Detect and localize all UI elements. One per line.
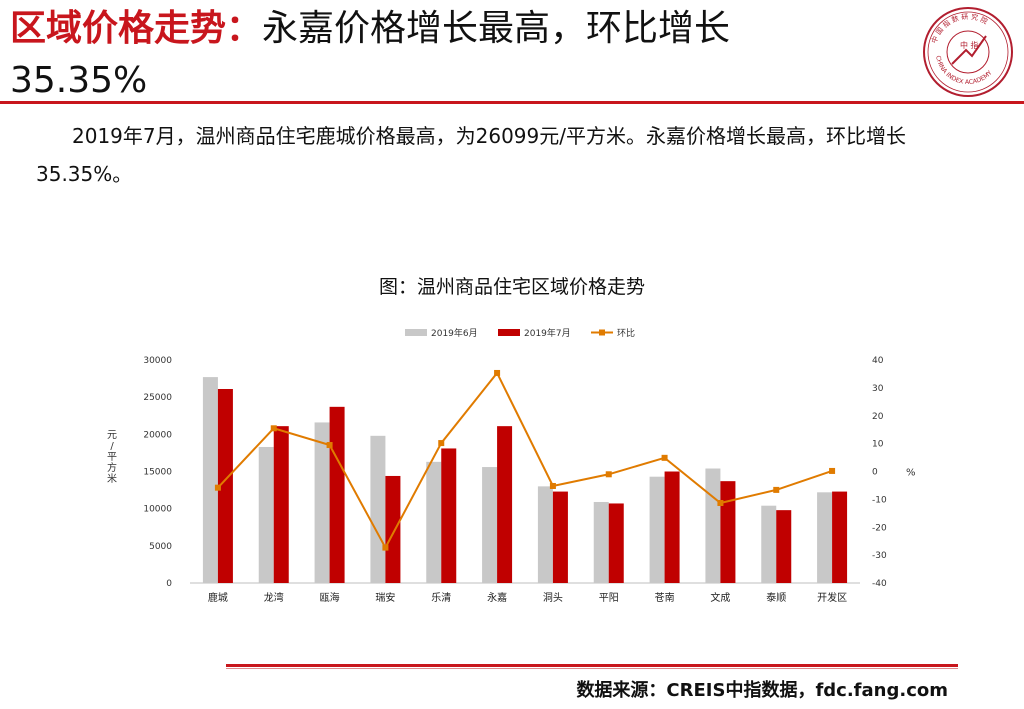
mom-change-point [829,467,836,474]
legend-swatch [498,329,520,336]
logo-ring-text: CHINA INDEX ACADEMY [934,55,994,86]
y-tick-label: 15000 [143,468,172,478]
y-axis-label-char: 平 [107,452,117,463]
legend-label: 2019年7月 [524,327,571,339]
x-tick-label: 泰顺 [766,591,786,604]
header-divider [0,101,1024,104]
legend-label: 2019年6月 [431,327,478,339]
bar-june [426,461,442,583]
y2-tick-label: -10 [872,495,887,505]
bar-july [273,426,289,583]
footer-divider-thin [226,668,958,669]
y-axis-label-char: 方 [107,461,117,474]
y-tick-label: 25000 [143,393,172,403]
bar-july [664,471,680,583]
bar-july [385,475,401,583]
y-tick-label: 20000 [143,430,172,440]
bar-june [370,435,386,583]
china-index-academy-seal-icon: CHINA INDEX ACADEMY 中 国 指 数 研 究 院 中 指 [923,7,1013,97]
bar-june [761,505,777,583]
y2-tick-label: -30 [872,551,887,561]
bar-july [776,510,792,583]
legend-label: 环比 [617,327,635,339]
x-tick-label: 开发区 [817,591,847,604]
x-tick-label: 瓯海 [320,591,340,604]
mom-change-line [217,371,833,550]
y2-tick-label: -40 [872,579,887,589]
mom-change-point [214,484,221,491]
bar-july [497,426,513,583]
y2-tick-label: 10 [872,440,884,450]
bar-july [552,491,568,583]
footer-divider [226,664,958,667]
bar-june [649,476,665,583]
bar-july [832,491,848,583]
bar-july [441,448,457,583]
y-tick-label: 10000 [143,505,172,515]
y-tick-label: 0 [166,579,172,589]
x-tick-label: 瑞安 [375,591,395,604]
bar-june [314,422,330,583]
y-tick-label: 5000 [149,542,172,552]
y2-tick-label: 0 [872,468,878,478]
price-trend-chart: 0 5000 10000 15000 20000 25000 30000 -40 -30 -20 -… [107,327,916,604]
bar-june [705,468,721,583]
x-tick-label: 洞头 [543,592,563,604]
legend-swatch [405,329,427,336]
mom-change-point [717,499,724,506]
bar-june [537,486,553,583]
x-tick-label: 龙湾 [264,591,284,604]
y-axis-label-char: 元 [107,430,117,441]
y-tick-label: 30000 [143,356,172,366]
mom-change-point [549,482,556,489]
y-axis-label-char: 米 [107,472,117,485]
bar-july [329,406,345,583]
mom-change-point [661,454,668,461]
legend-marker [599,329,605,336]
page-title-main: 永嘉价格增长最高，环比增长 [262,8,731,49]
mom-change-point [382,544,389,551]
mom-change-point [270,425,277,432]
data-source: 数据来源：CREIS中指数据，fdc.fang.com [576,680,948,701]
logo-center-text: 中 指 [960,40,979,50]
y2-tick-label: -20 [872,523,887,533]
mom-change-point [773,486,780,493]
bar-july [720,481,736,583]
x-tick-label: 文成 [710,591,730,604]
mom-change-point [605,471,612,478]
bar-july [217,388,233,583]
x-tick-label: 平阳 [599,592,619,604]
bar-june [258,446,274,583]
x-tick-label: 苍南 [655,591,675,604]
bar-june [593,501,609,583]
chart-title: 图：温州商品住宅区域价格走势 [378,276,645,298]
mom-change-point [438,440,445,447]
x-tick-label: 永嘉 [487,591,507,604]
mom-change-point [494,369,501,376]
bar-june [482,467,498,583]
bar-june [817,492,833,583]
bar-july [608,503,624,583]
page-title-prefix: 区域价格走势： [10,8,263,49]
y2-axis-label: % [906,468,916,479]
x-tick-label: 乐清 [431,591,451,604]
summary-paragraph: 2019年7月，温州商品住宅鹿城价格最高，为26099元/平方米。永嘉价格增长最… [36,124,906,186]
y2-tick-label: 40 [872,356,884,366]
y-axis-label-char: / [110,441,114,452]
y2-tick-label: 20 [872,412,884,422]
logo-top-text: 中 国 指 数 研 究 院 [929,12,989,44]
x-tick-label: 鹿城 [208,591,228,604]
bar-june [202,377,218,583]
mom-change-point [326,442,333,449]
y2-tick-label: 30 [872,384,884,394]
page-title-line2: 35.35% [10,60,148,101]
page-title: 区域价格走势：永嘉价格增长最高，环比增长 [10,6,910,52]
